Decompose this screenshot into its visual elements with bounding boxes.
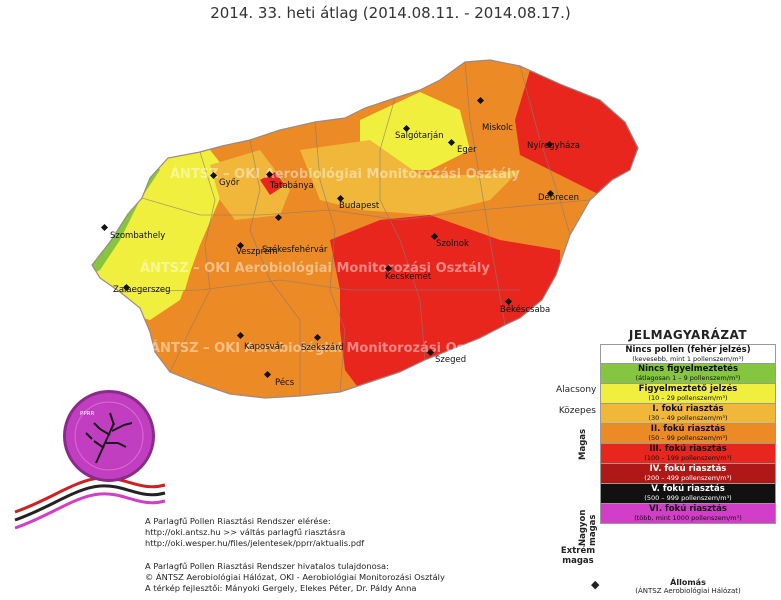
watermark-1: ÁNTSZ – OKI Aerobiológiai Monitorozási O… — [140, 260, 490, 276]
category-extrem: Extrém magas — [560, 546, 596, 566]
ragweed-icon: PPRR — [74, 401, 144, 471]
svg-text:Eger: Eger — [457, 145, 477, 155]
svg-text:Zalaegerszeg: Zalaegerszeg — [113, 285, 170, 295]
svg-text:Tatabánya: Tatabánya — [269, 181, 314, 191]
svg-text:Miskolc: Miskolc — [482, 123, 513, 133]
map-title: 2014. 33. heti átlag (2014.08.11. - 2014… — [210, 4, 571, 22]
svg-text:Győr: Győr — [219, 178, 240, 188]
svg-text:Kaposvár: Kaposvár — [244, 342, 284, 352]
svg-text:Budapest: Budapest — [339, 201, 380, 211]
city-szolnok: Szolnok — [430, 232, 469, 249]
logo-text: PPRR — [80, 411, 94, 417]
svg-text:Szombathely: Szombathely — [110, 231, 165, 241]
city-szombathely: Szombathely — [100, 223, 165, 241]
city-bekescsaba: Békéscsaba — [500, 297, 550, 315]
svg-text:Szeged: Szeged — [435, 355, 466, 365]
svg-text:Békéscsaba: Békéscsaba — [500, 304, 550, 315]
station-legend: Állomás (ÁNTSZ Aerobiológiai Hálózat) — [600, 578, 776, 595]
legend-row: Nincs pollen (fehér jelzés) (kevesebb, mi… — [600, 344, 776, 364]
country-border — [91, 59, 639, 399]
city-debrecen: Debrecen — [538, 189, 579, 203]
city-nyiregyhaza: Nyíregyháza — [527, 140, 580, 151]
city-miskolc: Miskolc — [476, 96, 513, 133]
svg-text:Pécs: Pécs — [275, 377, 295, 388]
city-pecs: Pécs — [263, 370, 295, 388]
svg-text:Salgótarján: Salgótarján — [395, 130, 444, 141]
watermark-2: ÁNTSZ – OKI Aerobiológiai Monitorozási O… — [170, 166, 520, 182]
watermark-3: ÁNTSZ – OKI Aerobiológiai Monitorozási O… — [150, 340, 500, 356]
svg-text:Nyíregyháza: Nyíregyháza — [527, 141, 580, 151]
city-veszprem: Veszprém — [236, 241, 278, 257]
city-szeged: Szeged — [426, 348, 466, 365]
station-sub: (ÁNTSZ Aerobiológiai Hálózat) — [635, 587, 741, 595]
category-nagyon-magas: Nagyon magas — [578, 509, 598, 546]
footer-line-5: © ÁNTSZ Aerobiológiai Hálózat, OKI - Aer… — [145, 572, 445, 582]
legend-row: I. fokú riasztás (30 – 49 pollenszem/m³) — [600, 404, 776, 424]
city-eger: Eger — [447, 138, 477, 155]
footer-line-1: A Parlagfű Pollen Riasztási Rendszer elé… — [145, 516, 331, 526]
legend-row: III. fokú riasztás (100 – 199 pollenszem/… — [600, 444, 776, 464]
legend-rows: Nincs pollen (fehér jelzés) (kevesebb, mi… — [600, 344, 776, 524]
legend-row: IV. fokú riasztás (200 – 499 pollenszem/m… — [600, 464, 776, 484]
category-magas: Magas — [578, 428, 588, 460]
pprr-logo: PPRR — [63, 390, 155, 482]
legend-row: II. fokú riasztás (50 – 99 pollenszem/m³) — [600, 424, 776, 444]
station-label: Állomás — [670, 578, 706, 587]
svg-text:Szolnok: Szolnok — [436, 239, 469, 249]
city-markers: Salgótarján Miskolc Nyíregyháza Eger Győ… — [100, 96, 580, 388]
city-kaposvar: Kaposvár — [236, 331, 284, 352]
city-kecskemet: Kecskemét — [384, 264, 432, 282]
county-borders — [119, 61, 591, 396]
legend-row: Nincs figyelmeztetés (átlagosan 1 – 9 pol… — [600, 364, 776, 384]
footer-line-6: A térkép fejlesztői: Mányoki Gergely, El… — [145, 583, 417, 593]
footer-line-4: A Parlagfű Pollen Riasztási Rendszer hiv… — [145, 561, 389, 571]
logo-waves — [14, 476, 166, 530]
svg-text:Székesfehérvár: Székesfehérvár — [262, 244, 328, 255]
footer-line-3: http://oki.wesper.hu/files/jelentesek/pp… — [145, 538, 365, 548]
legend-row: VI. fokú riasztás (több, mint 1000 pollen… — [600, 504, 776, 524]
svg-text:Veszprém: Veszprém — [236, 246, 278, 257]
legend-title: JELMAGYARÁZAT — [628, 328, 748, 342]
category-alacsony: Alacsony — [556, 385, 597, 395]
svg-text:Debrecen: Debrecen — [538, 193, 579, 203]
city-szekszard: Szekszárd — [301, 333, 344, 353]
legend-row: V. fokú riasztás (500 – 999 pollenszem/m³… — [600, 484, 776, 504]
category-kozepes: Közepes — [558, 406, 596, 416]
legend: JELMAGYARÁZAT Nincs pollen (fehér jelzés… — [600, 328, 776, 524]
city-zalaegerszeg: Zalaegerszeg — [113, 283, 170, 295]
svg-text:Kecskemét: Kecskemét — [385, 271, 432, 282]
legend-row: Figyelmeztető jelzés (10 – 29 pollenszem/… — [600, 384, 776, 404]
svg-text:Szekszárd: Szekszárd — [301, 343, 344, 353]
city-salgotarjan: Salgótarján — [395, 124, 444, 141]
city-budapest: Budapest — [336, 194, 380, 211]
footer-line-2: http://oki.antsz.hu >> váltás parlagfű r… — [145, 527, 346, 537]
city-gyor: Győr — [209, 171, 240, 188]
city-tatabanya: Tatabánya — [265, 170, 314, 191]
station-marker-icon: ◆ — [591, 578, 600, 591]
city-szekesfehervar: Székesfehérvár — [262, 213, 328, 255]
